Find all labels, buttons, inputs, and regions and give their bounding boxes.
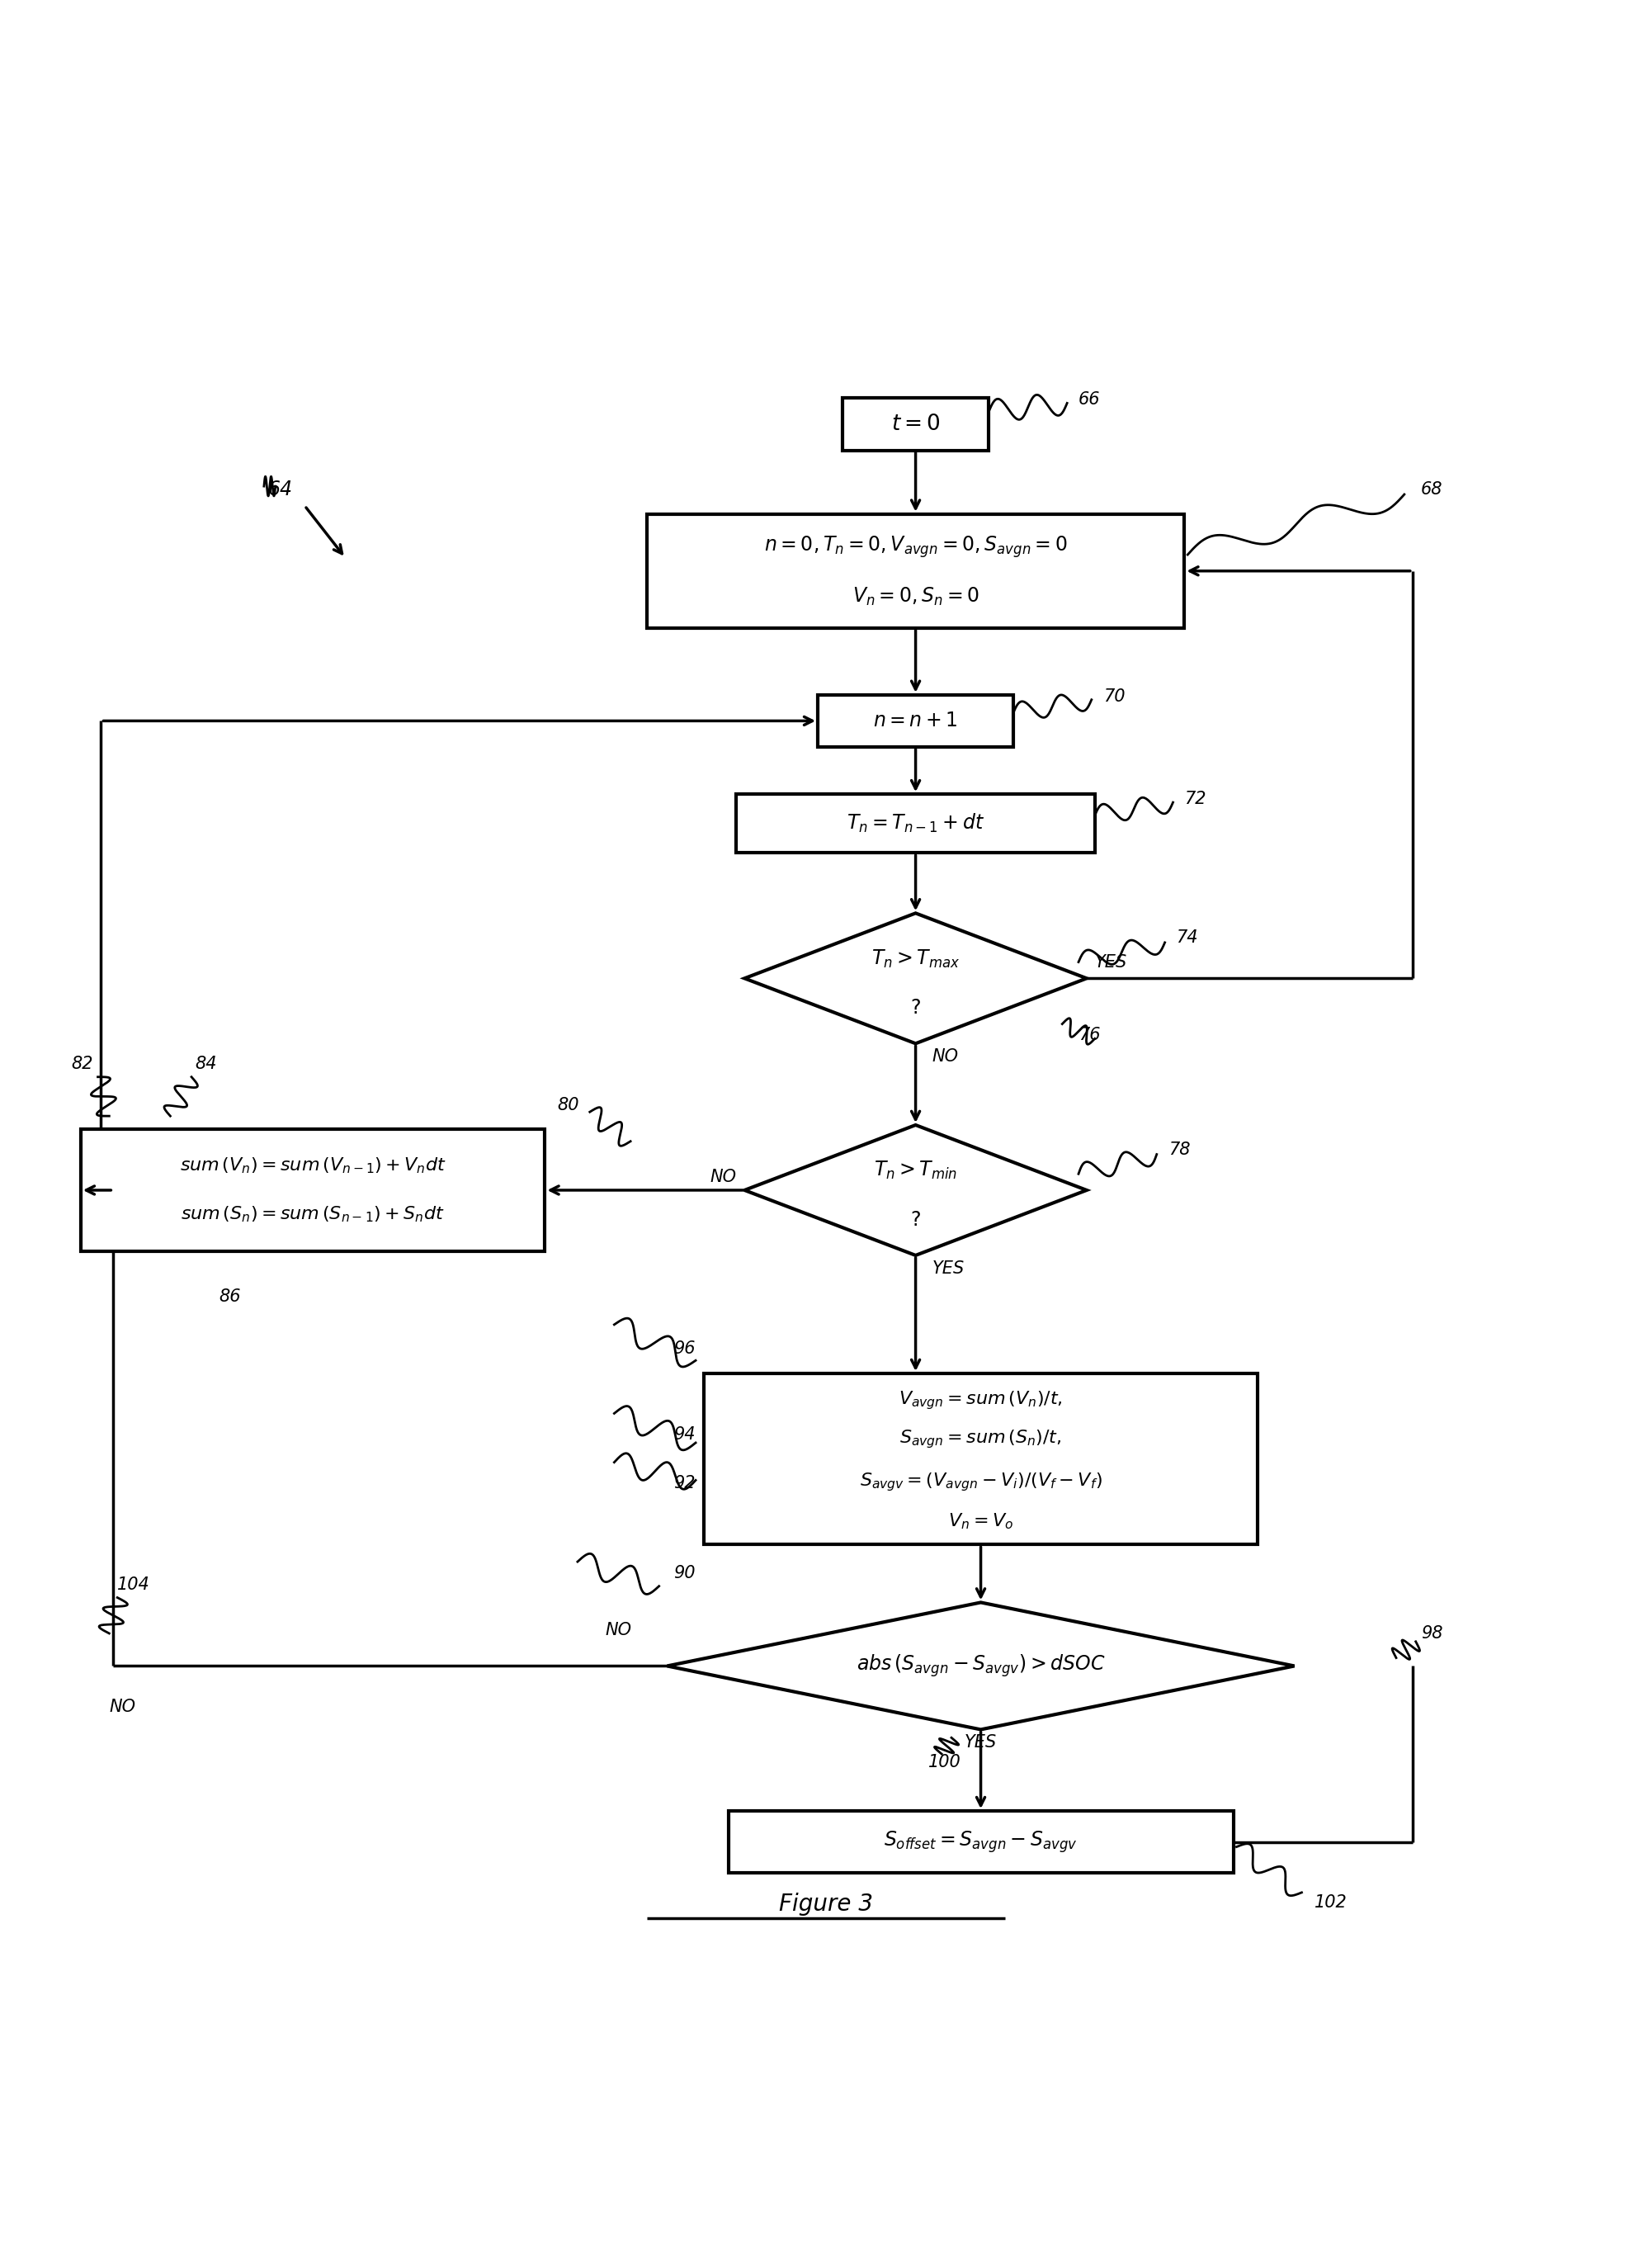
Text: $?$: $?$ [910,997,920,1017]
Text: YES: YES [965,1735,996,1750]
FancyBboxPatch shape [737,794,1095,853]
Text: 70: 70 [1104,688,1125,704]
Text: 94: 94 [674,1426,695,1442]
Text: 96: 96 [674,1341,695,1357]
Text: NO: NO [109,1699,135,1714]
Text: $V_n=0, S_n=0$: $V_n=0, S_n=0$ [852,587,980,608]
Text: 102: 102 [1315,1894,1348,1910]
Text: 82: 82 [71,1055,93,1073]
Text: $S_{avgv}=(V_{avgn}-V_i)/(V_f-V_f)$: $S_{avgv}=(V_{avgn}-V_i)/(V_f-V_f)$ [859,1472,1102,1494]
Text: $n=n+1$: $n=n+1$ [874,711,958,731]
Text: 100: 100 [928,1755,961,1771]
FancyBboxPatch shape [729,1811,1234,1872]
Text: 66: 66 [1079,391,1100,407]
Text: Figure 3: Figure 3 [780,1892,872,1915]
Text: 86: 86 [220,1289,241,1305]
FancyBboxPatch shape [81,1130,545,1251]
Text: $t=0$: $t=0$ [890,414,940,434]
Polygon shape [745,914,1087,1044]
Text: 78: 78 [1168,1141,1189,1159]
Text: $V_n=V_o$: $V_n=V_o$ [948,1512,1013,1530]
Text: 64: 64 [268,479,292,500]
FancyBboxPatch shape [818,695,1013,747]
Text: $T_n > T_{min}$: $T_n > T_{min}$ [874,1159,957,1181]
Text: $V_{avgn}=sum\,(V_n)/t,$: $V_{avgn}=sum\,(V_n)/t,$ [899,1388,1062,1411]
FancyBboxPatch shape [648,513,1184,628]
Text: 72: 72 [1184,790,1206,808]
Text: $T_n > T_{max}$: $T_n > T_{max}$ [871,947,960,970]
Text: 74: 74 [1176,929,1198,945]
Text: YES: YES [1095,954,1127,970]
Text: 80: 80 [557,1098,580,1114]
Text: 68: 68 [1421,482,1442,497]
FancyBboxPatch shape [843,398,990,450]
Text: NO: NO [932,1048,958,1064]
Text: 84: 84 [195,1055,216,1073]
Text: 98: 98 [1421,1624,1442,1642]
Text: 104: 104 [117,1577,150,1593]
Text: $S_{offset} = S_{avgn} - S_{avgv}$: $S_{offset} = S_{avgn} - S_{avgv}$ [884,1829,1077,1854]
Text: $n=0, T_n=0, V_{avgn}=0, S_{avgn}=0$: $n=0, T_n=0, V_{avgn}=0, S_{avgn}=0$ [763,533,1067,560]
Text: NO: NO [605,1622,631,1638]
Text: $abs\,(S_{avgn}-S_{avgv}) > dSOC$: $abs\,(S_{avgn}-S_{avgv}) > dSOC$ [856,1654,1105,1678]
Text: 90: 90 [674,1564,695,1582]
Text: $T_n=T_{n-1}+dt$: $T_n=T_{n-1}+dt$ [847,812,985,835]
Polygon shape [667,1602,1295,1730]
Polygon shape [745,1125,1087,1256]
Text: $sum\,(S_n)=sum\,(S_{n-1})+S_n dt$: $sum\,(S_n)=sum\,(S_{n-1})+S_n dt$ [182,1206,444,1224]
Text: $sum\,(V_n)=sum\,(V_{n-1})+V_n dt$: $sum\,(V_n)=sum\,(V_{n-1})+V_n dt$ [180,1156,446,1174]
Text: YES: YES [932,1260,965,1276]
Text: $?$: $?$ [910,1211,920,1229]
Text: 92: 92 [674,1476,695,1492]
Text: NO: NO [710,1170,737,1186]
FancyBboxPatch shape [704,1372,1257,1544]
Text: $S_{avgn}=sum\,(S_n)/t,$: $S_{avgn}=sum\,(S_n)/t,$ [900,1429,1062,1451]
Text: 76: 76 [1079,1026,1100,1044]
